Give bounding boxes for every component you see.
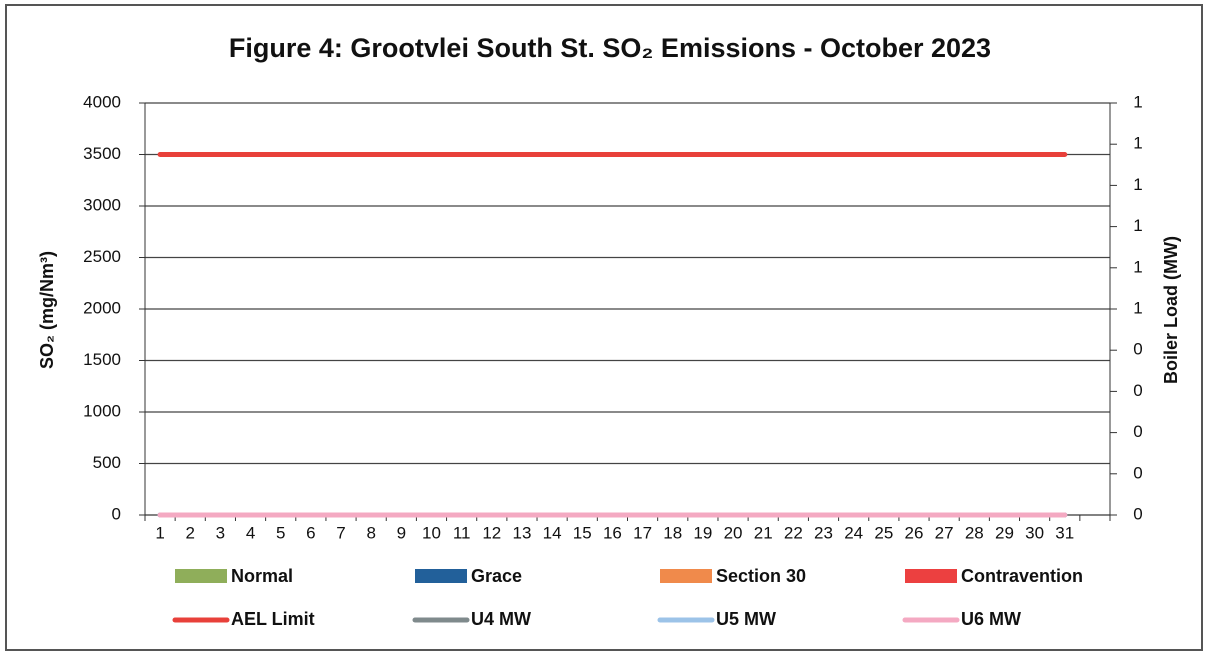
legend-label: Normal [231, 566, 293, 586]
x-tick-label: 2 [186, 523, 195, 542]
y-tick-label: 1000 [83, 401, 121, 420]
y2-tick-label: 1 [1133, 175, 1142, 194]
y2-tick-label: 1 [1133, 257, 1142, 276]
legend-swatch [175, 569, 227, 583]
x-tick-label: 24 [844, 523, 863, 542]
legend-swatch [905, 569, 957, 583]
y-tick-label: 500 [93, 453, 121, 472]
x-tick-label: 13 [512, 523, 531, 542]
x-tick-label: 6 [306, 523, 315, 542]
x-tick-label: 1 [155, 523, 164, 542]
y2-tick-label: 1 [1133, 298, 1142, 317]
legend-label: Section 30 [716, 566, 806, 586]
y2-tick-label: 0 [1133, 340, 1142, 359]
y2-tick-label: 0 [1133, 422, 1142, 441]
x-tick-label: 28 [965, 523, 984, 542]
x-tick-label: 9 [397, 523, 406, 542]
x-tick-label: 4 [246, 523, 255, 542]
y2-axis-title: Boiler Load (MW) [1161, 236, 1181, 384]
legend-label: U4 MW [471, 609, 531, 629]
x-tick-label: 21 [754, 523, 773, 542]
y2-tick-label: 0 [1133, 463, 1142, 482]
y-tick-label: 1500 [83, 350, 121, 369]
legend-label: Contravention [961, 566, 1083, 586]
y-tick-label: 3500 [83, 144, 121, 163]
x-tick-label: 26 [905, 523, 924, 542]
x-tick-label: 5 [276, 523, 285, 542]
y-tick-label: 2000 [83, 298, 121, 317]
x-tick-label: 8 [366, 523, 375, 542]
x-tick-label: 11 [453, 523, 471, 542]
y2-tick-label: 1 [1133, 92, 1142, 111]
legend-swatch [660, 569, 712, 583]
y2-tick-label: 0 [1133, 381, 1142, 400]
legend-label: U6 MW [961, 609, 1021, 629]
y2-tick-label: 1 [1133, 216, 1142, 235]
y2-tick-label: 1 [1133, 134, 1142, 153]
x-tick-label: 29 [995, 523, 1014, 542]
x-tick-label: 30 [1025, 523, 1044, 542]
y-axis-title: SO₂ (mg/Nm³) [37, 251, 57, 369]
x-tick-label: 14 [543, 523, 562, 542]
chart-title: Figure 4: Grootvlei South St. SO₂ Emissi… [229, 33, 991, 63]
frame [5, 4, 1203, 651]
y-tick-label: 4000 [83, 92, 121, 111]
x-tick-label: 10 [422, 523, 441, 542]
x-tick-label: 27 [935, 523, 954, 542]
legend-label: AEL Limit [231, 609, 315, 629]
x-tick-label: 18 [663, 523, 682, 542]
y-tick-label: 0 [112, 504, 121, 523]
y-tick-label: 2500 [83, 247, 121, 266]
y-tick-label: 3000 [83, 195, 121, 214]
legend-label: U5 MW [716, 609, 776, 629]
x-tick-label: 12 [482, 523, 501, 542]
x-tick-label: 22 [784, 523, 803, 542]
x-tick-label: 31 [1055, 523, 1074, 542]
x-tick-label: 7 [336, 523, 345, 542]
x-tick-label: 16 [603, 523, 622, 542]
x-tick-label: 20 [724, 523, 743, 542]
x-tick-label: 19 [693, 523, 712, 542]
legend-label: Grace [471, 566, 522, 586]
y2-tick-label: 0 [1133, 504, 1142, 523]
x-tick-label: 23 [814, 523, 833, 542]
x-tick-label: 3 [216, 523, 225, 542]
legend-swatch [415, 569, 467, 583]
x-tick-label: 25 [874, 523, 893, 542]
x-tick-label: 17 [633, 523, 652, 542]
x-tick-label: 15 [573, 523, 592, 542]
